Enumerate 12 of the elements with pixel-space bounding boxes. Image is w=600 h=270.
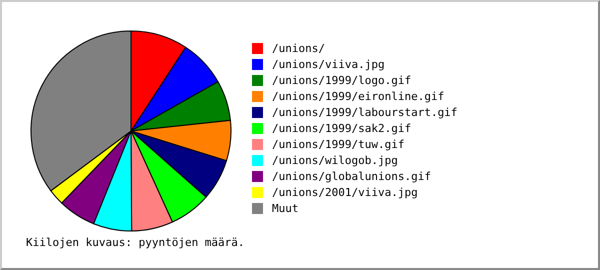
legend-label: /unions/1999/labourstart.gif (272, 106, 458, 118)
legend-label: Muut (272, 202, 298, 214)
text: Kiilojen kuvaus: pyyntöjen määrä. (26, 236, 245, 249)
legend-label: /unions/globalunions.gif (272, 170, 431, 182)
legend-label: /unions/viiva.jpg (272, 58, 385, 70)
legend-label: /unions/1999/logo.gif (272, 74, 412, 86)
legend-label: /unions/wilogob.jpg (272, 154, 398, 166)
legend-label: /unions/1999/tuw.gif (272, 138, 404, 150)
legend-label: /unions/2001/viiva.jpg (272, 186, 418, 198)
legend-label: /unions/ (272, 42, 325, 54)
legend-label: /unions/1999/sak2.gif (272, 122, 412, 134)
legend-label: /unions/1999/eironline.gif (272, 90, 444, 102)
